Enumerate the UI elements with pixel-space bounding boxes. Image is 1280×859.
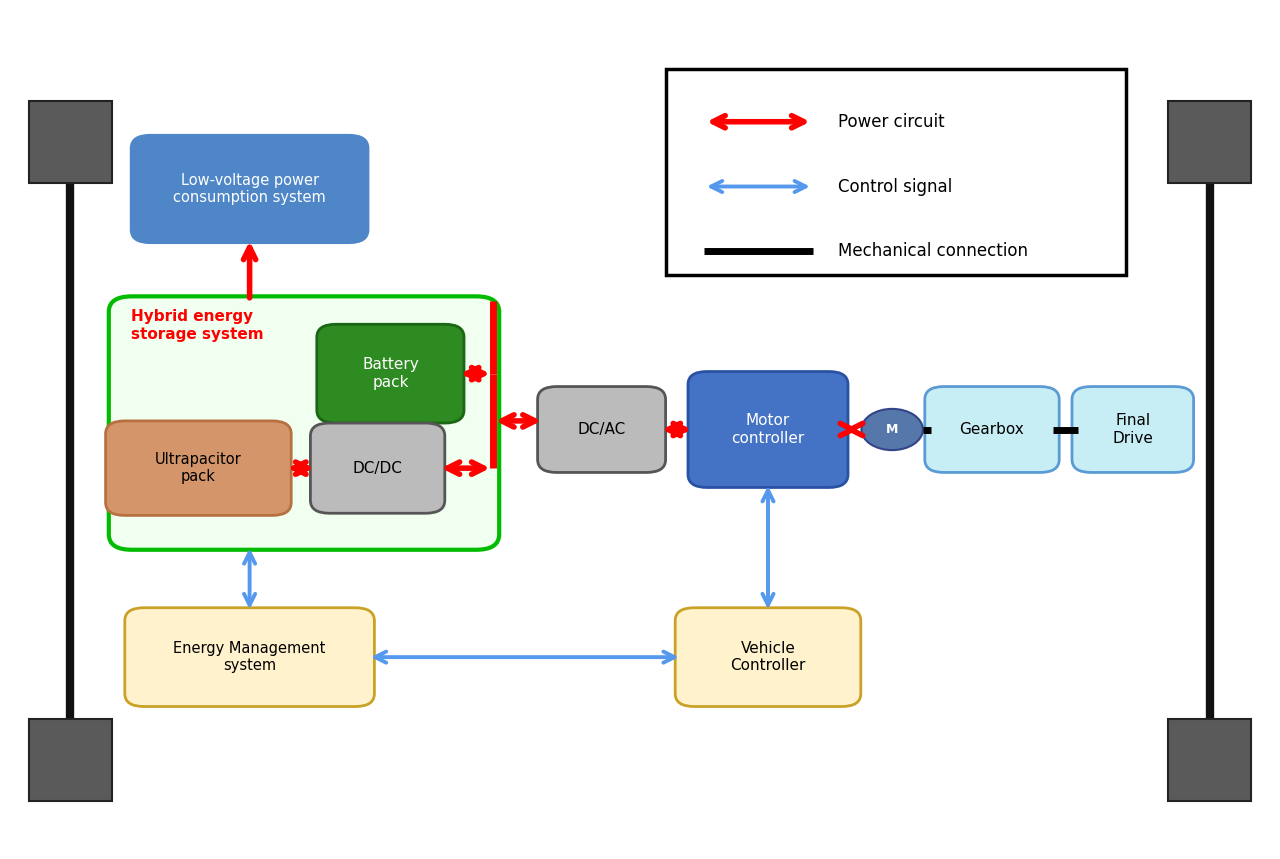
FancyBboxPatch shape [105,421,292,515]
FancyBboxPatch shape [1073,387,1193,472]
Text: Low-voltage power
consumption system: Low-voltage power consumption system [173,173,326,205]
Text: Battery
pack: Battery pack [362,357,419,390]
FancyBboxPatch shape [925,387,1060,472]
Text: Power circuit: Power circuit [838,113,945,131]
FancyBboxPatch shape [28,720,113,801]
FancyBboxPatch shape [317,325,465,423]
Text: Energy Management
system: Energy Management system [173,641,326,673]
FancyBboxPatch shape [1169,720,1252,801]
Text: Control signal: Control signal [838,178,952,196]
FancyBboxPatch shape [1169,101,1252,183]
Text: DC/AC: DC/AC [577,422,626,437]
Text: DC/DC: DC/DC [353,460,402,476]
Text: Gearbox: Gearbox [960,422,1024,437]
Text: Hybrid energy
storage system: Hybrid energy storage system [131,309,264,342]
FancyBboxPatch shape [666,69,1126,275]
FancyBboxPatch shape [676,608,860,706]
Text: Vehicle
Controller: Vehicle Controller [731,641,805,673]
Text: Motor
controller: Motor controller [731,413,805,446]
Text: M: M [886,423,899,436]
Text: Mechanical connection: Mechanical connection [838,242,1028,260]
FancyBboxPatch shape [109,296,499,550]
FancyBboxPatch shape [125,608,374,706]
Text: Ultrapacitor
pack: Ultrapacitor pack [155,452,242,484]
FancyBboxPatch shape [689,371,849,488]
FancyBboxPatch shape [310,423,445,514]
Text: Final
Drive: Final Drive [1112,413,1153,446]
FancyBboxPatch shape [28,101,113,183]
FancyBboxPatch shape [132,136,369,243]
Circle shape [861,409,923,450]
FancyBboxPatch shape [538,387,666,472]
